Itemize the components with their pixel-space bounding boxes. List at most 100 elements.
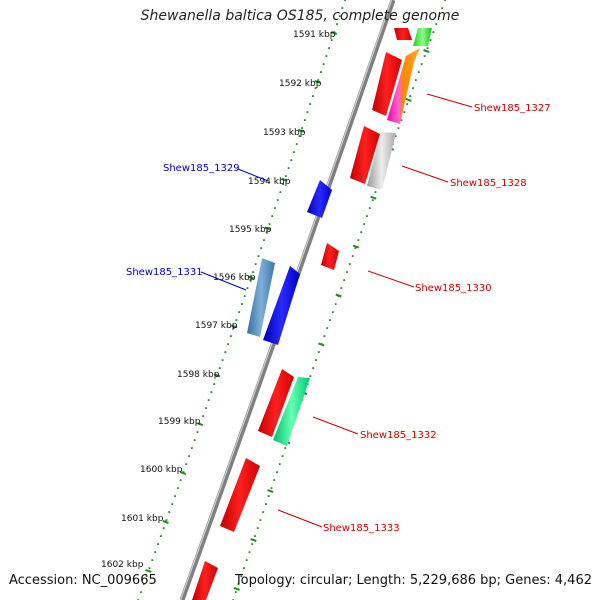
- ring-dot: [142, 583, 145, 585]
- ring-dot: [351, 255, 354, 257]
- ring-dot: [336, 23, 338, 25]
- ring-dot: [234, 591, 237, 593]
- ring-dot: [279, 191, 282, 193]
- gene-feature[interactable]: [192, 561, 218, 600]
- gene-feature[interactable]: [321, 243, 339, 270]
- ring-dot: [441, 7, 444, 9]
- ring-dot: [354, 247, 357, 249]
- gene-feature[interactable]: [367, 132, 396, 190]
- ring-dot: [400, 119, 403, 121]
- ring-dot: [328, 47, 330, 49]
- ring-dot: [268, 223, 271, 225]
- ring-dot: [159, 535, 162, 537]
- ring-tick: [267, 489, 274, 494]
- ring-dot: [240, 575, 243, 577]
- ring-dot: [317, 351, 320, 353]
- ring-tick: [162, 520, 169, 524]
- tick-label: 1596 kbp: [213, 273, 256, 283]
- ring-dot: [154, 551, 157, 553]
- ring-dot: [182, 471, 185, 473]
- ring-dot: [273, 479, 276, 481]
- ring-dot: [329, 319, 331, 321]
- ring-dot: [237, 583, 240, 585]
- gene-feature[interactable]: [394, 28, 412, 40]
- ring-dot: [249, 279, 252, 281]
- ring-dot: [260, 247, 263, 249]
- gene-feature[interactable]: [350, 126, 380, 184]
- ring-dot: [330, 39, 333, 41]
- ring-dot: [276, 471, 278, 473]
- ring-dot: [415, 79, 417, 81]
- ring-dot: [417, 71, 420, 73]
- ring-tick: [330, 31, 338, 35]
- tick-label: 1594 kbp: [248, 177, 291, 187]
- ring-dot: [191, 447, 193, 449]
- tick-labels: 1591 kbp 1592 kbp 1593 kbp 1594 kbp 1595…: [101, 30, 336, 570]
- ring-dot: [262, 511, 265, 513]
- gene-feature[interactable]: [387, 48, 420, 124]
- gene-feature[interactable]: [247, 258, 275, 337]
- ring-dot: [232, 327, 235, 329]
- ring-dot: [323, 335, 326, 337]
- ring-tick: [196, 422, 204, 427]
- ring-tick: [250, 538, 257, 542]
- ring-dot: [278, 463, 281, 465]
- ring-dot: [254, 263, 257, 265]
- ring-dot: [271, 215, 274, 217]
- tick-label: 1597 kbp: [195, 321, 238, 331]
- ring-dot: [210, 391, 213, 393]
- gene-label[interactable]: Shew185_1332: [360, 430, 437, 441]
- ring-dot: [320, 71, 322, 73]
- gene-feature[interactable]: [220, 458, 260, 532]
- gene-feature[interactable]: [372, 52, 402, 116]
- ring-dot: [246, 287, 249, 289]
- ring-dot: [298, 135, 301, 137]
- ring-dot: [312, 367, 315, 369]
- ring-dot: [270, 487, 273, 489]
- ring-dot: [315, 359, 317, 361]
- tick-label: 1598 kbp: [177, 370, 220, 380]
- gene-label[interactable]: Shew185_1327: [474, 103, 551, 114]
- ring-dot: [406, 103, 409, 105]
- gene-label[interactable]: Shew185_1333: [323, 523, 400, 534]
- ring-dot: [254, 535, 256, 537]
- ring-dot: [235, 319, 238, 321]
- tick-label: 1595 kbp: [229, 225, 272, 235]
- ring-dot: [276, 199, 279, 201]
- ring-dot: [317, 79, 320, 81]
- ring-dot: [314, 87, 317, 89]
- genome-title: Shewanella baltica OS185, complete genom…: [140, 8, 460, 24]
- gene-label[interactable]: Shew185_1328: [450, 178, 527, 189]
- ring-dot: [340, 287, 343, 289]
- gene-label[interactable]: Shew185_1331: [126, 267, 203, 278]
- ring-dot: [230, 335, 232, 337]
- ring-dot: [256, 527, 259, 529]
- gene-feature[interactable]: [413, 28, 432, 46]
- gene-feature[interactable]: [263, 266, 300, 345]
- ring-dot: [207, 399, 210, 401]
- ring-dot: [140, 591, 142, 593]
- ring-dot: [357, 239, 360, 241]
- ring-tick: [230, 324, 238, 329]
- gene-feature[interactable]: [307, 180, 332, 218]
- gene-label[interactable]: Shew185_1330: [415, 283, 492, 294]
- ring-dot: [374, 191, 377, 193]
- gene-label[interactable]: Shew185_1329: [163, 163, 240, 174]
- ring-dot: [259, 519, 262, 521]
- ring-dot: [267, 495, 270, 497]
- ring-dot: [435, 23, 438, 25]
- ring-tick: [264, 226, 271, 231]
- ring-dot: [284, 175, 287, 177]
- gene-feature[interactable]: [258, 369, 294, 437]
- accession-text: Accession: NC_009665: [9, 573, 157, 588]
- ring-dot: [303, 119, 306, 121]
- ring-dot: [265, 231, 268, 233]
- ring-dot: [151, 559, 154, 561]
- tick-label: 1600 kbp: [140, 465, 183, 475]
- ring-tick: [335, 293, 342, 298]
- topology-text: Topology: circular; Length: 5,229,686 bp…: [234, 573, 592, 588]
- gene-feature[interactable]: [273, 377, 310, 446]
- ring-dot: [312, 95, 314, 97]
